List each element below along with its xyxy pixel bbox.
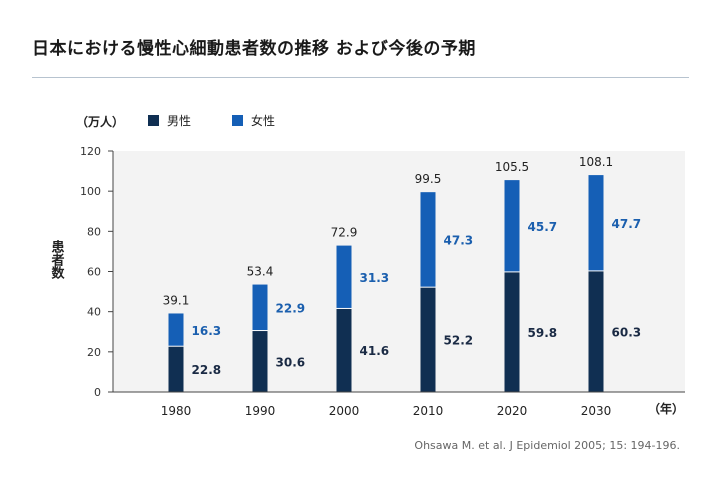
x-tick-label: 1980 — [161, 404, 192, 418]
female-value-label: 16.3 — [192, 324, 222, 338]
x-tick-label: 2010 — [413, 404, 444, 418]
total-value-label: 99.5 — [415, 172, 442, 186]
legend-swatch-female — [232, 115, 243, 126]
x-tick-label: 2030 — [581, 404, 612, 418]
labels: 22.8 16.3 39.1 30.6 22.9 53.4 41.6 31.3 72.9 52.2… — [163, 155, 641, 377]
total-value-label: 105.5 — [495, 160, 529, 174]
female-value-label: 47.3 — [444, 234, 474, 248]
male-value-label: 59.8 — [528, 326, 558, 340]
y-unit-label: （万人） — [76, 114, 124, 129]
x-tick-label: 1990 — [245, 404, 276, 418]
y-tick-label: 80 — [87, 225, 101, 238]
y-tick-label: 0 — [94, 386, 101, 399]
bars — [168, 175, 604, 392]
bar-female — [252, 284, 268, 331]
title-divider — [32, 77, 689, 78]
bar-male — [504, 271, 520, 392]
y-tick-label: 100 — [80, 185, 101, 198]
female-value-label: 22.9 — [276, 302, 306, 316]
y-tick-label: 60 — [87, 266, 101, 279]
total-value-label: 39.1 — [163, 293, 190, 307]
y-tick-label: 120 — [80, 145, 101, 158]
bar-female — [504, 180, 520, 272]
bar-female — [168, 313, 184, 347]
x-axis: 1980 1990 2000 2010 2020 2030 （年） — [113, 391, 685, 418]
male-value-label: 60.3 — [612, 325, 642, 339]
source-citation: Ohsawa M. et al. J Epidemiol 2005; 15: 1… — [414, 439, 680, 452]
y-axis-title: 患者数 — [49, 239, 66, 280]
legend: 男性 女性 — [148, 113, 275, 128]
y-tick-label: 40 — [87, 306, 101, 319]
total-value-label: 72.9 — [331, 226, 358, 240]
female-value-label: 31.3 — [360, 271, 390, 285]
bar-female — [336, 245, 352, 309]
female-value-label: 45.7 — [528, 220, 558, 234]
bar-male — [336, 308, 352, 392]
bar-male — [168, 346, 184, 392]
y-tick-label: 20 — [87, 346, 101, 359]
x-unit-label: （年） — [648, 401, 684, 416]
y-axis: 0 20 40 60 80 100 120 （万人） 患者数 — [49, 114, 125, 399]
male-value-label: 41.6 — [360, 344, 390, 358]
male-value-label: 22.8 — [192, 363, 222, 377]
bar-male — [252, 330, 268, 392]
x-tick-label: 2020 — [497, 404, 528, 418]
bar-male — [420, 287, 436, 392]
legend-label-male: 男性 — [167, 114, 191, 128]
bar-male — [588, 270, 604, 392]
total-value-label: 108.1 — [579, 155, 613, 169]
total-value-label: 53.4 — [247, 265, 274, 279]
female-value-label: 47.7 — [612, 217, 642, 231]
legend-swatch-male — [148, 115, 159, 126]
x-tick-label: 2000 — [329, 404, 360, 418]
bar-female — [420, 192, 436, 288]
male-value-label: 30.6 — [276, 355, 306, 369]
male-value-label: 52.2 — [444, 334, 474, 348]
chart-title: 日本における慢性心細動患者数の推移 および今後の予期 — [32, 39, 476, 59]
bar-female — [588, 175, 604, 271]
legend-label-female: 女性 — [251, 113, 275, 128]
